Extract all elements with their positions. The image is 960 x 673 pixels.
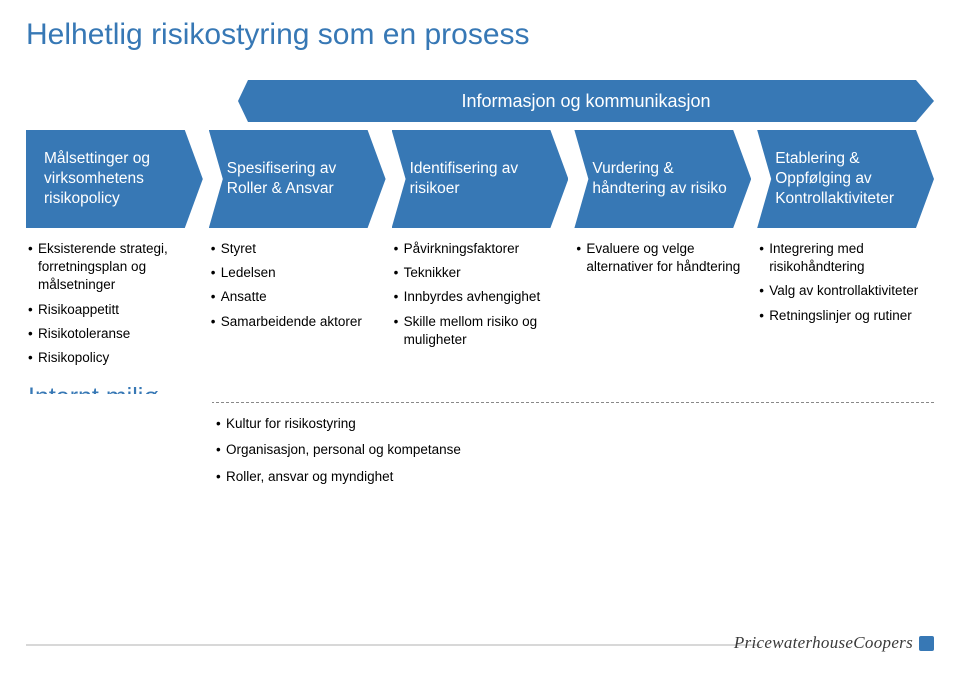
list-item: Teknikker — [394, 264, 569, 282]
list-item: Risikotoleranse — [28, 325, 203, 343]
list-item: Ansatte — [211, 288, 386, 306]
column-4: Evaluere og velge alternativer for håndt… — [574, 240, 751, 415]
arrow-step-5-label: Etablering & Oppfølging av Kontrollaktiv… — [775, 149, 914, 208]
lower-bullets: Kultur for risikostyring Organisasjon, p… — [216, 414, 934, 493]
list-item: Roller, ansvar og myndighet — [216, 467, 934, 487]
list-item: Ledelsen — [211, 264, 386, 282]
column-2: Styret Ledelsen Ansatte Samarbeidende ak… — [209, 240, 386, 415]
arrow-step-5: Etablering & Oppfølging av Kontrollaktiv… — [757, 130, 934, 228]
pwc-logo-text: PricewaterhouseCoopers — [734, 633, 913, 653]
process-diagram: Informasjon og kommunikasjon Målsettinge… — [26, 80, 934, 510]
arrow-step-3: Identifisering av risikoer — [392, 130, 569, 228]
arrow-step-4-label: Vurdering & håndtering av risiko — [592, 159, 731, 199]
banner-label: Informasjon og kommunikasjon — [461, 91, 710, 112]
arrow-step-2-label: Spesifisering av Roller & Ansvar — [227, 159, 366, 199]
banner-arrow: Informasjon og kommunikasjon — [238, 80, 934, 122]
list-item: Evaluere og velge alternativer for håndt… — [576, 240, 751, 276]
arrow-row: Målsettinger og virksomhetens risikopoli… — [26, 130, 934, 228]
arrow-step-1-label: Målsettinger og virksomhetens risikopoli… — [44, 149, 183, 208]
list-item: Risikoappetitt — [28, 301, 203, 319]
list-item: Kultur for risikostyring — [216, 414, 934, 434]
arrow-step-2: Spesifisering av Roller & Ansvar — [209, 130, 386, 228]
list-item: Påvirkningsfaktorer — [394, 240, 569, 258]
bullet-columns: Eksisterende strategi, forretningsplan o… — [26, 240, 934, 415]
slide: Helhetlig risikostyring som en prosess I… — [0, 0, 960, 673]
list-item: Valg av kontrollaktiviteter — [759, 282, 934, 300]
footer-rule — [26, 644, 760, 646]
column-3: Påvirkningsfaktorer Teknikker Innbyrdes … — [392, 240, 569, 415]
list-item: Organisasjon, personal og kompetanse — [216, 440, 934, 460]
column-1: Eksisterende strategi, forretningsplan o… — [26, 240, 203, 415]
pwc-logo: PricewaterhouseCoopers — [734, 633, 934, 653]
pwc-logo-icon — [919, 636, 934, 651]
column-5: Integrering med risikohåndtering Valg av… — [757, 240, 934, 415]
list-item: Innbyrdes avhengighet — [394, 288, 569, 306]
list-item: Risikopolicy — [28, 349, 203, 367]
list-item: Samarbeidende aktorer — [211, 313, 386, 331]
page-title: Helhetlig risikostyring som en prosess — [26, 18, 934, 52]
dashed-divider-mask — [26, 394, 212, 410]
list-item: Styret — [211, 240, 386, 258]
arrow-step-3-label: Identifisering av risikoer — [410, 159, 549, 199]
arrow-step-4: Vurdering & håndtering av risiko — [574, 130, 751, 228]
arrow-step-1: Målsettinger og virksomhetens risikopoli… — [26, 130, 203, 228]
list-item: Integrering med risikohåndtering — [759, 240, 934, 276]
list-item: Retningslinjer og rutiner — [759, 307, 934, 325]
list-item: Eksisterende strategi, forretningsplan o… — [28, 240, 203, 295]
list-item: Skille mellom risiko og muligheter — [394, 313, 569, 349]
